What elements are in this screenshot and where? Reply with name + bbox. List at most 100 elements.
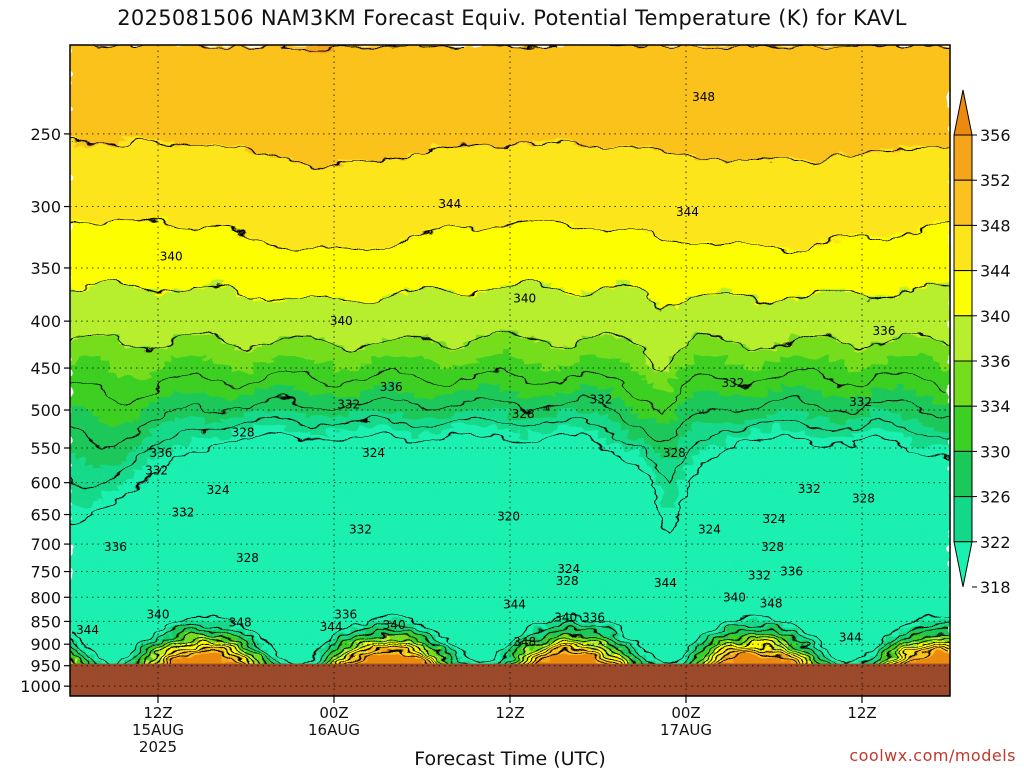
contour-label: 340 — [723, 590, 746, 604]
contour-label: 332 — [349, 523, 372, 537]
contour-label: 344 — [839, 630, 862, 644]
contour-320 — [70, 432, 950, 665]
ground-terrain — [70, 663, 950, 696]
contour-label: 344 — [76, 623, 99, 637]
colorbar-label: 356 — [980, 126, 1011, 145]
x-tick-label: 17AUG — [660, 721, 712, 739]
y-tick-label: 550 — [30, 439, 61, 458]
contour-label: 336 — [149, 446, 172, 460]
contour-label: 324 — [557, 562, 580, 576]
contour-label: 332 — [337, 397, 360, 411]
colorbar-label: 336 — [980, 352, 1011, 371]
contour-label: 340 — [160, 249, 183, 263]
contour-label: 344 — [654, 576, 677, 590]
contour-label: 328 — [761, 540, 784, 554]
colorbar-segment — [953, 450, 973, 498]
contour-label: 340 — [147, 607, 170, 621]
y-tick-label: 450 — [30, 359, 61, 378]
colorbar-label: 352 — [980, 171, 1011, 190]
y-tick-label: 800 — [30, 588, 61, 607]
x-tick-label: 12Z — [143, 704, 172, 722]
colorbar-label: 326 — [980, 488, 1011, 507]
colorbar-segment — [953, 315, 973, 362]
contour-label: 340 — [554, 611, 577, 625]
contour-label: 348 — [229, 615, 252, 629]
contour-label: 340 — [513, 292, 536, 306]
credit-text: coolwx.com/models — [849, 746, 1016, 765]
contour-label: 328 — [236, 551, 259, 565]
colorbar-bottom-arrow — [953, 541, 973, 587]
contour-label: 332 — [721, 376, 744, 390]
x-axis-title: Forecast Time (UTC) — [414, 748, 605, 768]
y-tick-label: 350 — [30, 259, 61, 278]
contour-label: 340 — [330, 314, 353, 328]
ground-fill — [70, 663, 950, 696]
colorbar-segment — [953, 360, 973, 407]
colorbar-label: 348 — [980, 216, 1011, 235]
contour-label: 320 — [497, 509, 520, 523]
colorbar-segment — [953, 134, 973, 181]
contour-label: 340 — [383, 618, 406, 632]
contour-label: 348 — [760, 597, 783, 611]
contour-label: 332 — [849, 395, 872, 409]
contour-label: 324 — [207, 483, 230, 497]
contour-label: 344 — [676, 205, 699, 219]
contour-label: 344 — [438, 197, 461, 211]
colorbar-label: 330 — [980, 442, 1011, 461]
y-tick-label: 950 — [30, 657, 61, 676]
colorbar: 356 352 348 344 340 336 334 330 326 322 318 — [953, 89, 1011, 597]
x-tick-label: 16AUG — [308, 721, 360, 739]
colorbar-segment — [953, 405, 973, 452]
contour-label: 348 — [513, 635, 536, 649]
contour-label: 332 — [798, 482, 821, 496]
colorbar-segment — [953, 270, 973, 317]
colorbar-label: 322 — [980, 533, 1011, 552]
y-tick-label: 850 — [30, 612, 61, 631]
contour-label: 332 — [748, 568, 771, 582]
colorbar-segment — [953, 224, 973, 272]
x-tick-label: 12Z — [495, 704, 524, 722]
y-tick-label: 250 — [30, 125, 61, 144]
contour-label: 324 — [763, 512, 786, 526]
chart-title: 2025081506 NAM3KM Forecast Equiv. Potent… — [117, 6, 907, 30]
contour-label: 328 — [663, 446, 686, 460]
y-tick-label: 300 — [30, 198, 61, 217]
contour-label: 336 — [380, 380, 403, 394]
contour-label: 332 — [171, 506, 194, 520]
contour-label: 324 — [362, 446, 385, 460]
contour-label: 332 — [589, 393, 612, 407]
y-tick-label: 600 — [30, 474, 61, 493]
y-tick-label: 900 — [30, 635, 61, 654]
contour-label: 348 — [692, 90, 715, 104]
colorbar-label: 334 — [980, 397, 1011, 416]
contour-label: 328 — [852, 491, 875, 505]
contour-label: 336 — [582, 611, 605, 625]
colorbar-top-arrow — [953, 89, 973, 136]
y-tick-label: 750 — [30, 563, 61, 582]
x-tick-label: 2025 — [139, 738, 177, 756]
contour-label: 336 — [873, 324, 896, 338]
y-tick-label: 1000 — [20, 677, 61, 696]
x-tick-label: 00Z — [319, 704, 348, 722]
colorbar-segment — [953, 496, 973, 543]
x-tick-label: 15AUG — [132, 721, 184, 739]
y-tick-label: 400 — [30, 312, 61, 331]
y-tick-label: 700 — [30, 535, 61, 554]
colorbar-label: 318 — [980, 578, 1011, 597]
colorbar-segment — [953, 179, 973, 226]
y-axis: 250 300 350 400 450 500 550 600 650 700 750 800 850 9… — [20, 125, 70, 696]
y-tick-label: 650 — [30, 506, 61, 525]
contour-label: 324 — [698, 523, 721, 537]
contour-label: 328 — [232, 425, 255, 439]
contour-label: 344 — [320, 620, 343, 634]
contour-label: 336 — [334, 607, 357, 621]
contour-label: 344 — [503, 598, 526, 612]
contour-label: 332 — [145, 464, 168, 478]
y-tick-label: 500 — [30, 401, 61, 420]
contour-labels: 3483443443403403403363363323323283323323… — [76, 90, 895, 649]
colorbar-label: 340 — [980, 307, 1011, 326]
colorbar-label: 344 — [980, 262, 1011, 281]
contour-label: 328 — [512, 407, 535, 421]
